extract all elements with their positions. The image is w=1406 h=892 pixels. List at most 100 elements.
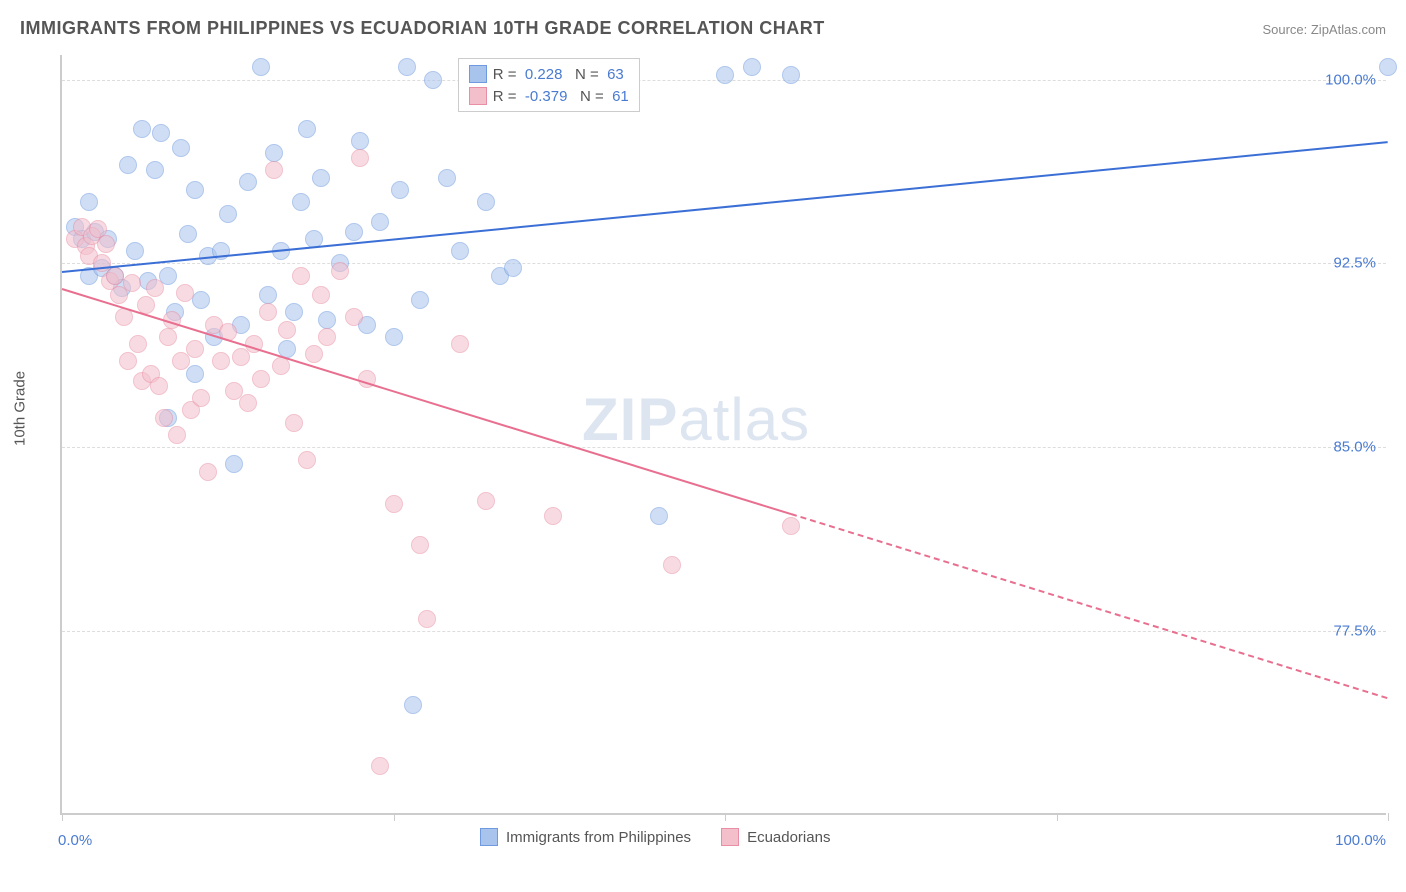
scatter-point (123, 274, 141, 292)
chart-container: IMMIGRANTS FROM PHILIPPINES VS ECUADORIA… (0, 0, 1406, 892)
source-text: Source: ZipAtlas.com (1262, 22, 1386, 37)
scatter-point (186, 340, 204, 358)
scatter-point (411, 291, 429, 309)
legend-text: R = -0.379 N = 61 (493, 88, 629, 105)
x-tick (62, 813, 63, 821)
legend-swatch (721, 828, 739, 846)
scatter-point (152, 124, 170, 142)
scatter-point (176, 284, 194, 302)
legend-swatch (469, 65, 487, 83)
scatter-point (80, 193, 98, 211)
scatter-point (272, 357, 290, 375)
scatter-point (265, 144, 283, 162)
scatter-point (351, 132, 369, 150)
scatter-point (298, 120, 316, 138)
scatter-point (398, 58, 416, 76)
scatter-point (404, 696, 422, 714)
scatter-point (411, 536, 429, 554)
scatter-point (212, 352, 230, 370)
y-tick-label: 85.0% (1333, 439, 1376, 456)
legend-series-label: Ecuadorians (747, 829, 830, 846)
scatter-point (385, 495, 403, 513)
legend-text: R = 0.228 N = 63 (493, 66, 624, 83)
legend-swatch (480, 828, 498, 846)
scatter-point (159, 328, 177, 346)
plot-area: ZIPatlas 77.5%85.0%92.5%100.0% (60, 55, 1386, 815)
trend-line (791, 513, 1388, 699)
scatter-point (146, 279, 164, 297)
scatter-point (129, 335, 147, 353)
legend-top: R = 0.228 N = 63 R = -0.379 N = 61 (458, 58, 640, 112)
legend-series-label: Immigrants from Philippines (506, 829, 691, 846)
scatter-point (424, 71, 442, 89)
scatter-point (285, 303, 303, 321)
scatter-point (292, 267, 310, 285)
scatter-point (239, 394, 257, 412)
scatter-point (391, 181, 409, 199)
scatter-point (179, 225, 197, 243)
scatter-point (186, 365, 204, 383)
scatter-point (318, 311, 336, 329)
grid-line (62, 263, 1386, 264)
scatter-point (259, 286, 277, 304)
scatter-point (544, 507, 562, 525)
scatter-point (451, 242, 469, 260)
scatter-point (146, 161, 164, 179)
scatter-point (385, 328, 403, 346)
x-tick (1388, 813, 1389, 821)
scatter-point (172, 139, 190, 157)
scatter-point (331, 262, 349, 280)
x-tick (394, 813, 395, 821)
chart-title: IMMIGRANTS FROM PHILIPPINES VS ECUADORIA… (20, 18, 825, 39)
scatter-point (265, 161, 283, 179)
watermark: ZIPatlas (582, 385, 810, 454)
y-tick-label: 92.5% (1333, 255, 1376, 272)
scatter-point (345, 308, 363, 326)
scatter-point (192, 291, 210, 309)
scatter-point (219, 205, 237, 223)
scatter-point (119, 352, 137, 370)
grid-line (62, 447, 1386, 448)
grid-line (62, 631, 1386, 632)
legend-bottom-item: Ecuadorians (721, 828, 830, 846)
scatter-point (345, 223, 363, 241)
scatter-point (155, 409, 173, 427)
scatter-point (716, 66, 734, 84)
scatter-point (259, 303, 277, 321)
scatter-point (782, 517, 800, 535)
watermark-zip: ZIP (582, 386, 678, 453)
scatter-point (298, 451, 316, 469)
legend-swatch (469, 87, 487, 105)
scatter-point (192, 389, 210, 407)
scatter-point (371, 213, 389, 231)
scatter-point (663, 556, 681, 574)
scatter-point (119, 156, 137, 174)
legend-row: R = 0.228 N = 63 (469, 63, 629, 85)
scatter-point (133, 120, 151, 138)
scatter-point (438, 169, 456, 187)
y-tick-label: 100.0% (1325, 71, 1376, 88)
scatter-point (504, 259, 522, 277)
watermark-atlas: atlas (678, 386, 810, 453)
scatter-point (292, 193, 310, 211)
x-min-label: 0.0% (58, 832, 92, 849)
scatter-point (451, 335, 469, 353)
x-max-label: 100.0% (1335, 832, 1386, 849)
scatter-point (186, 181, 204, 199)
legend-bottom-item: Immigrants from Philippines (480, 828, 691, 846)
scatter-point (782, 66, 800, 84)
scatter-point (225, 455, 243, 473)
scatter-point (318, 328, 336, 346)
scatter-point (126, 242, 144, 260)
scatter-point (650, 507, 668, 525)
scatter-point (743, 58, 761, 76)
trend-line (62, 288, 792, 515)
legend-bottom: Immigrants from Philippines Ecuadorians (480, 828, 830, 846)
scatter-point (252, 370, 270, 388)
scatter-point (477, 492, 495, 510)
scatter-point (150, 377, 168, 395)
x-tick (725, 813, 726, 821)
scatter-point (285, 414, 303, 432)
scatter-point (305, 345, 323, 363)
scatter-point (97, 235, 115, 253)
